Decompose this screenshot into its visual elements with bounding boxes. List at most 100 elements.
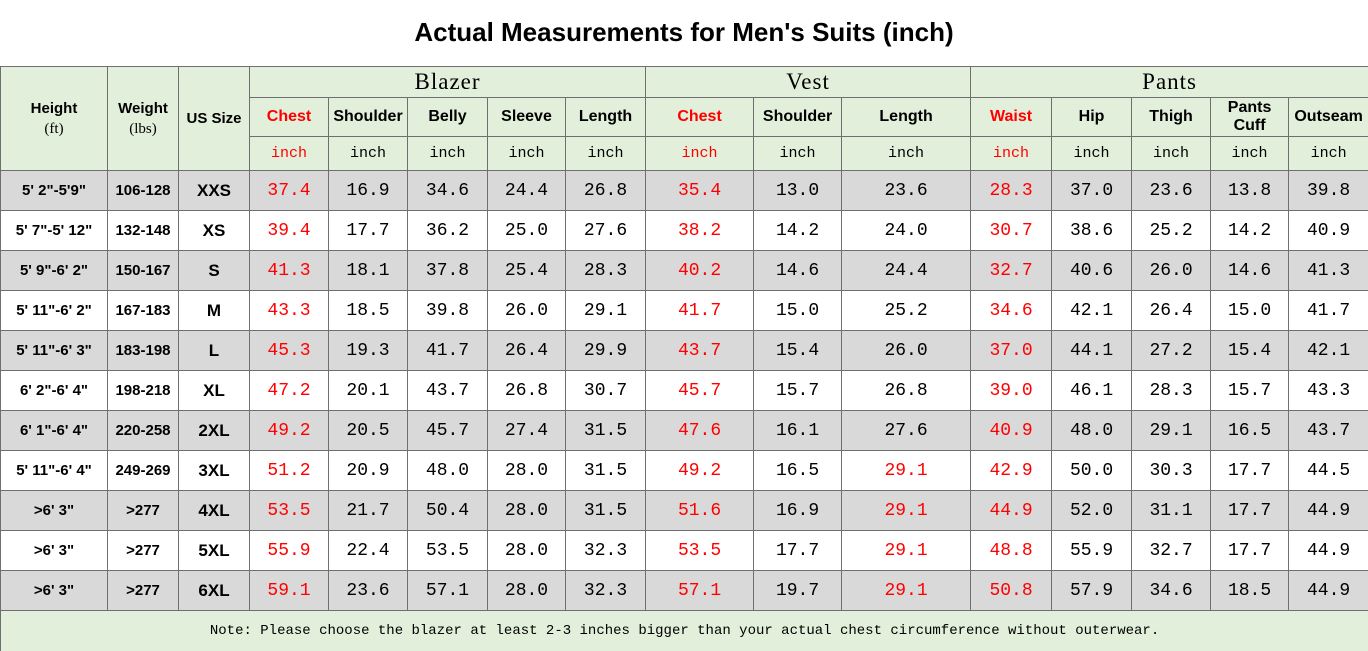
cell: 30.3 xyxy=(1131,450,1212,491)
cell: 29.9 xyxy=(564,330,647,371)
cell: 36.2 xyxy=(407,210,488,251)
cell: 20.9 xyxy=(328,450,408,491)
unit-label: inch xyxy=(753,136,843,171)
cell: 35.4 xyxy=(645,170,755,211)
header-label: Weight xyxy=(118,99,168,117)
cell: 37.8 xyxy=(407,250,488,291)
cell: 18.5 xyxy=(328,290,408,331)
cell: 18.1 xyxy=(328,250,408,291)
data-row: 5' 2"-5'9" 106-128 XXS 37.4 16.9 34.6 24.4 26.8… xyxy=(0,170,1368,211)
cell: S xyxy=(178,250,250,291)
cell: 16.5 xyxy=(1210,410,1290,451)
data-row: 5' 7"-5' 12" 132-148 XS 39.4 17.7 36.2 25.0 27.… xyxy=(0,210,1368,251)
cell: 43.7 xyxy=(1288,410,1368,451)
cell: 43.7 xyxy=(645,330,755,371)
cell: 17.7 xyxy=(1210,530,1290,571)
cell: 183-198 xyxy=(107,330,179,371)
cell: 15.7 xyxy=(753,370,843,411)
cell: 25.2 xyxy=(841,290,972,331)
unit-label: inch xyxy=(970,136,1053,171)
column-header: Chest xyxy=(645,97,755,137)
cell: >277 xyxy=(107,570,179,611)
data-row: 5' 11"-6' 3" 183-198 L 45.3 19.3 41.7 26.4 29.9… xyxy=(0,330,1368,371)
cell: 46.1 xyxy=(1051,370,1133,411)
cell: >277 xyxy=(107,530,179,571)
cell: 29.1 xyxy=(841,530,972,571)
header-label: US Size xyxy=(186,109,242,127)
cell: 31.5 xyxy=(564,450,647,491)
cell: 26.8 xyxy=(564,170,647,211)
cell: 26.0 xyxy=(841,330,972,371)
cell: 44.9 xyxy=(970,490,1053,531)
cell: 51.6 xyxy=(645,490,755,531)
cell: 5' 7"-5' 12" xyxy=(0,210,108,251)
cell: 31.1 xyxy=(1131,490,1212,531)
cell: 42.1 xyxy=(1051,290,1133,331)
data-row: 5' 11"-6' 2" 167-183 M 43.3 18.5 39.8 26.0 29.1… xyxy=(0,290,1368,331)
unit-label: inch xyxy=(249,136,329,171)
cell: 25.0 xyxy=(487,210,566,251)
cell: 14.6 xyxy=(753,250,843,291)
cell: 39.4 xyxy=(249,210,329,251)
cell: 50.8 xyxy=(970,570,1053,611)
cell: 6XL xyxy=(178,570,250,611)
cell: >6' 3" xyxy=(0,490,108,531)
cell: 4XL xyxy=(178,490,250,531)
cell: 167-183 xyxy=(107,290,179,331)
cell: 28.3 xyxy=(1131,370,1212,411)
cell: 41.7 xyxy=(407,330,488,371)
cell: XS xyxy=(178,210,250,251)
unit-label: inch xyxy=(407,136,488,171)
cell: 26.0 xyxy=(1131,250,1212,291)
cell: 31.5 xyxy=(564,410,647,451)
cell: 25.2 xyxy=(1131,210,1212,251)
cell: 44.9 xyxy=(1288,530,1368,571)
cell: 30.7 xyxy=(564,370,647,411)
unit-label: inch xyxy=(1210,136,1290,171)
cell: 32.3 xyxy=(564,530,647,571)
cell: 16.1 xyxy=(753,410,843,451)
cell: 49.2 xyxy=(645,450,755,491)
cell: 19.7 xyxy=(753,570,843,611)
cell: 24.0 xyxy=(841,210,972,251)
cell: 55.9 xyxy=(249,530,329,571)
cell: 51.2 xyxy=(249,450,329,491)
cell: 29.1 xyxy=(841,570,972,611)
cell: 28.3 xyxy=(970,170,1053,211)
data-row: >6' 3" >277 5XL 55.9 22.4 53.5 28.0 32.3 53.5 17.… xyxy=(0,530,1368,571)
cell: 17.7 xyxy=(1210,450,1290,491)
cell: 14.2 xyxy=(1210,210,1290,251)
cell: 26.8 xyxy=(487,370,566,411)
cell: 53.5 xyxy=(407,530,488,571)
cell: 50.0 xyxy=(1051,450,1133,491)
cell: 5' 11"-6' 2" xyxy=(0,290,108,331)
cell: 40.9 xyxy=(1288,210,1368,251)
cell: 249-269 xyxy=(107,450,179,491)
cell: 55.9 xyxy=(1051,530,1133,571)
cell: 23.6 xyxy=(328,570,408,611)
cell: 26.4 xyxy=(1131,290,1212,331)
cell: 220-258 xyxy=(107,410,179,451)
cell: 44.9 xyxy=(1288,570,1368,611)
cell: >277 xyxy=(107,490,179,531)
note: Note: Please choose the blazer at least … xyxy=(0,610,1368,651)
cell: 5' 2"-5'9" xyxy=(0,170,108,211)
cell: 43.7 xyxy=(407,370,488,411)
cell: 27.4 xyxy=(487,410,566,451)
cell: 3XL xyxy=(178,450,250,491)
cell: 28.0 xyxy=(487,530,566,571)
cell: 49.2 xyxy=(249,410,329,451)
cell: 45.7 xyxy=(407,410,488,451)
cell: >6' 3" xyxy=(0,570,108,611)
cell: 13.0 xyxy=(753,170,843,211)
title: Actual Measurements for Men's Suits (inc… xyxy=(414,17,954,47)
cell: 42.9 xyxy=(970,450,1053,491)
cell: 19.3 xyxy=(328,330,408,371)
cell: 15.0 xyxy=(753,290,843,331)
cell: 57.1 xyxy=(645,570,755,611)
cell: 5XL xyxy=(178,530,250,571)
cell: 26.4 xyxy=(487,330,566,371)
cell: 43.3 xyxy=(249,290,329,331)
unit-label: inch xyxy=(1131,136,1212,171)
